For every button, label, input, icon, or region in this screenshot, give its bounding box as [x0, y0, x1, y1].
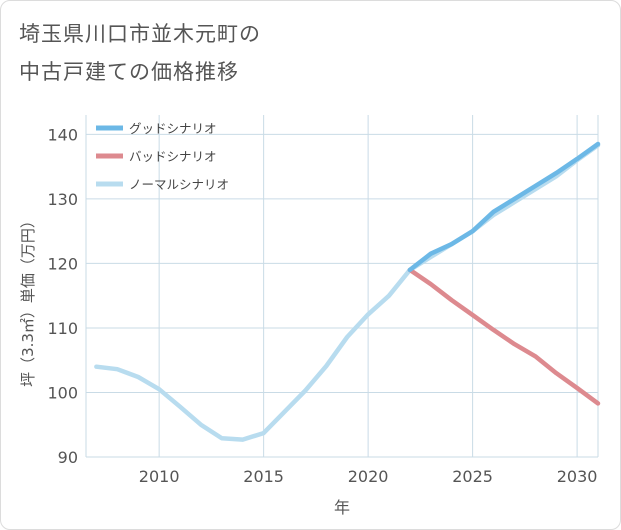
- data-point-normal: [283, 410, 287, 414]
- x-tick-label: 2020: [348, 467, 389, 486]
- y-tick-label: 90: [58, 448, 78, 467]
- x-tick-label: 2025: [452, 467, 493, 486]
- data-point-normal: [241, 438, 245, 442]
- y-tick-label: 100: [47, 383, 78, 402]
- data-point-bad: [512, 342, 516, 346]
- legend-label-bad: バッドシナリオ: [129, 149, 217, 164]
- chart-title-line-1: 埼玉県川口市並木元町の: [19, 22, 261, 46]
- data-point-good: [596, 142, 600, 146]
- chart-title-line-2: 中古戸建ての価格推移: [19, 60, 239, 84]
- chart-title: 埼玉県川口市並木元町の 中古戸建ての価格推移: [19, 15, 261, 91]
- x-tick-label: 2030: [557, 467, 598, 486]
- y-tick-label: 110: [47, 319, 78, 338]
- data-point-normal: [199, 423, 203, 427]
- data-point-normal: [115, 367, 119, 371]
- y-tick-label: 120: [47, 254, 78, 273]
- data-point-bad: [450, 298, 454, 302]
- data-point-normal: [345, 335, 349, 339]
- data-point-bad: [596, 401, 600, 405]
- data-point-good: [554, 171, 558, 175]
- data-point-good: [408, 268, 412, 272]
- series-line-bad: [407, 267, 601, 406]
- data-point-good: [512, 197, 516, 201]
- data-point-bad: [554, 371, 558, 375]
- data-point-good: [533, 184, 537, 188]
- data-point-bad: [471, 313, 475, 317]
- series-layer: [94, 141, 601, 442]
- data-point-bad: [575, 386, 579, 390]
- data-point-normal: [94, 365, 98, 369]
- y-tick-label: 140: [47, 125, 78, 144]
- legend-label-normal: ノーマルシナリオ: [129, 177, 229, 192]
- data-point-good: [575, 157, 579, 161]
- data-point-good: [492, 210, 496, 214]
- data-point-good: [450, 242, 454, 246]
- data-point-normal: [303, 389, 307, 393]
- data-point-normal: [220, 436, 224, 440]
- y-axis-label: 坪（3.3㎡）単価（万円）: [19, 213, 37, 387]
- data-point-normal: [136, 375, 140, 379]
- x-tick-label: 2010: [139, 467, 180, 486]
- data-point-good: [429, 252, 433, 256]
- data-point-normal: [262, 431, 266, 435]
- grid-layer: [85, 115, 599, 458]
- y-tick-label: 130: [47, 190, 78, 209]
- legend-label-good: グッドシナリオ: [129, 121, 217, 136]
- axis-layer: 2010 2015 2020 2025 2030 90 100 110 120 130 140 年 坪（…: [19, 125, 597, 517]
- series-line-good: [407, 141, 601, 273]
- data-point-normal: [366, 312, 370, 316]
- x-axis-label: 年: [334, 498, 350, 517]
- data-point-normal: [157, 387, 161, 391]
- series-line-normal: [94, 143, 601, 442]
- data-point-normal: [324, 364, 328, 368]
- data-point-bad: [533, 354, 537, 358]
- data-point-bad: [429, 282, 433, 286]
- data-point-good: [471, 229, 475, 233]
- x-tick-label: 2015: [243, 467, 284, 486]
- data-point-bad: [492, 328, 496, 332]
- data-point-normal: [178, 405, 182, 409]
- data-point-normal: [387, 294, 391, 298]
